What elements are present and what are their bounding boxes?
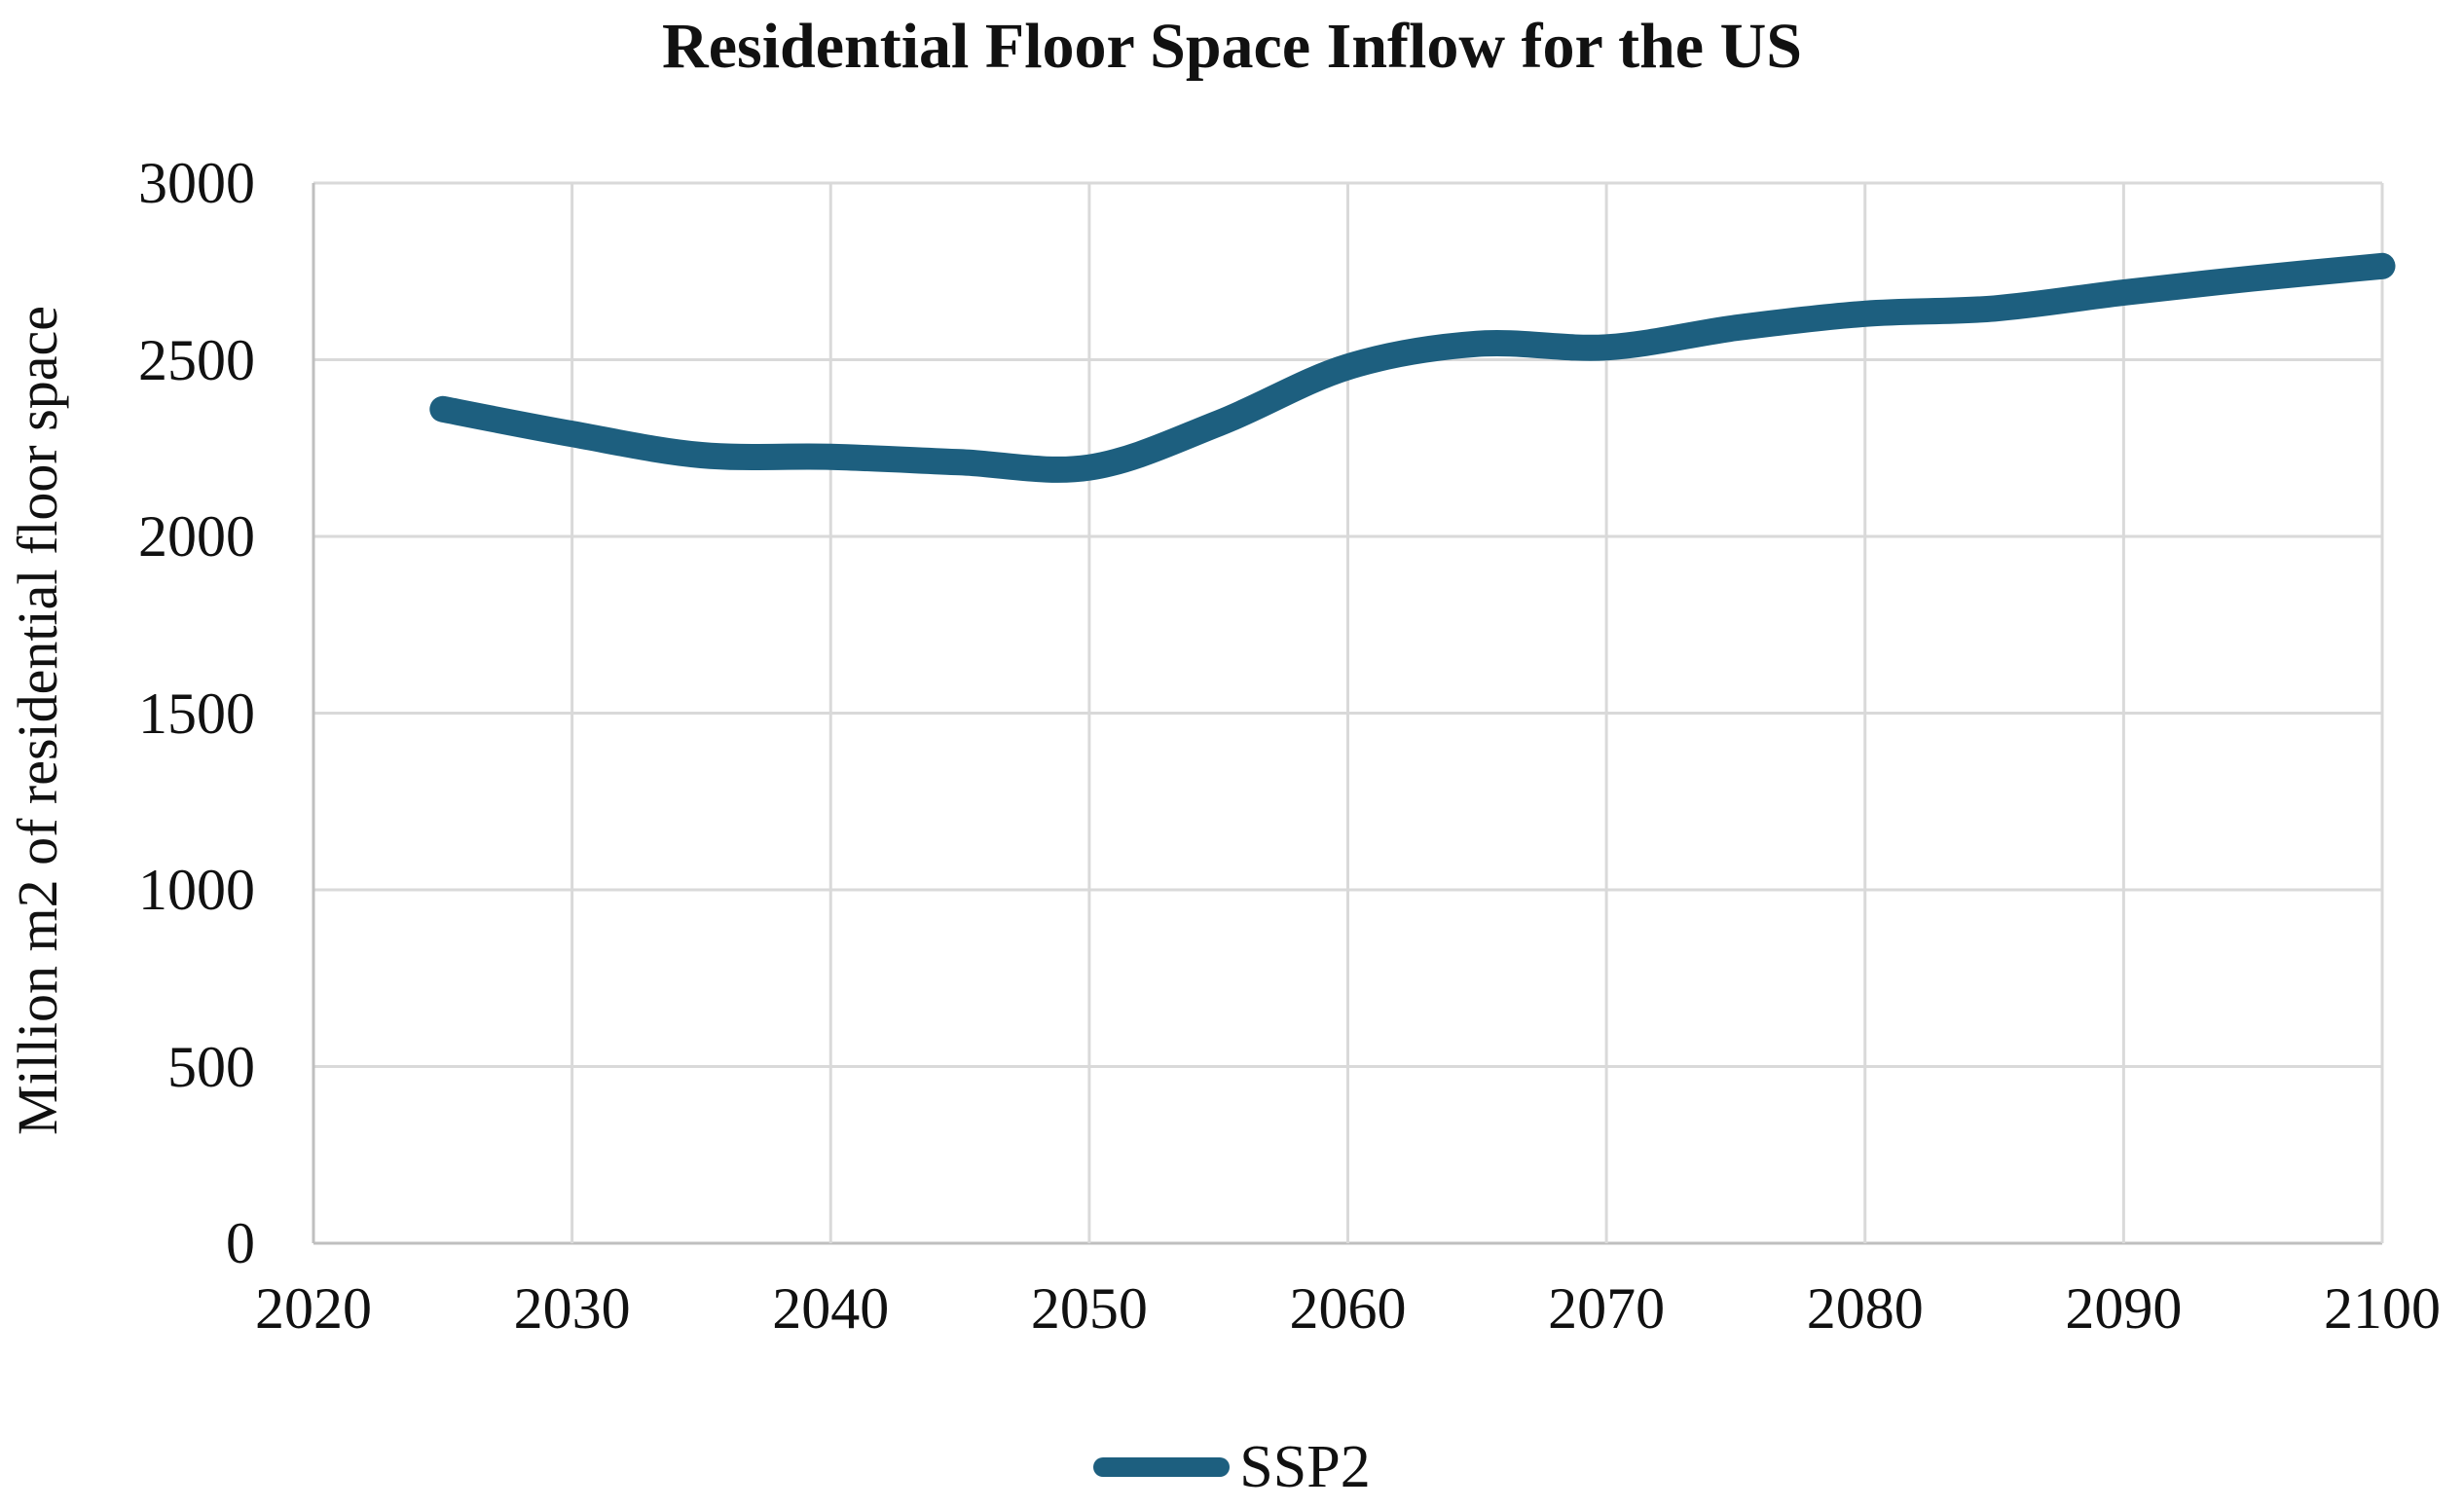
chart-title: Residential Floor Space Inflow for the U… xyxy=(662,11,1802,82)
y-tick-label: 1500 xyxy=(138,681,255,746)
legend: SSP2 xyxy=(0,1433,2464,1501)
x-tick-label: 2030 xyxy=(513,1276,631,1341)
y-tick-label: 500 xyxy=(167,1034,255,1099)
x-tick-label: 2070 xyxy=(1548,1276,1666,1341)
y-tick-label: 2000 xyxy=(138,504,255,569)
x-tick-label: 2100 xyxy=(2324,1276,2441,1341)
x-tick-label: 2020 xyxy=(255,1276,372,1341)
y-tick-label: 1000 xyxy=(138,858,255,922)
x-tick-label: 2090 xyxy=(2065,1276,2183,1341)
legend-label: SSP2 xyxy=(1239,1434,1371,1500)
gridlines xyxy=(312,181,2384,1245)
x-tick-label: 2050 xyxy=(1030,1276,1148,1341)
data-series xyxy=(429,252,2396,483)
legend-line-swatch xyxy=(1093,1457,1231,1477)
series-line-ssp2 xyxy=(429,252,2396,483)
y-tick-label: 3000 xyxy=(138,151,255,215)
x-tick-label: 2040 xyxy=(772,1276,890,1341)
y-tick-label: 2500 xyxy=(138,327,255,392)
x-tick-label: 2060 xyxy=(1289,1276,1407,1341)
x-tick-label: 2080 xyxy=(1806,1276,1924,1341)
y-tick-label: 0 xyxy=(226,1211,255,1275)
